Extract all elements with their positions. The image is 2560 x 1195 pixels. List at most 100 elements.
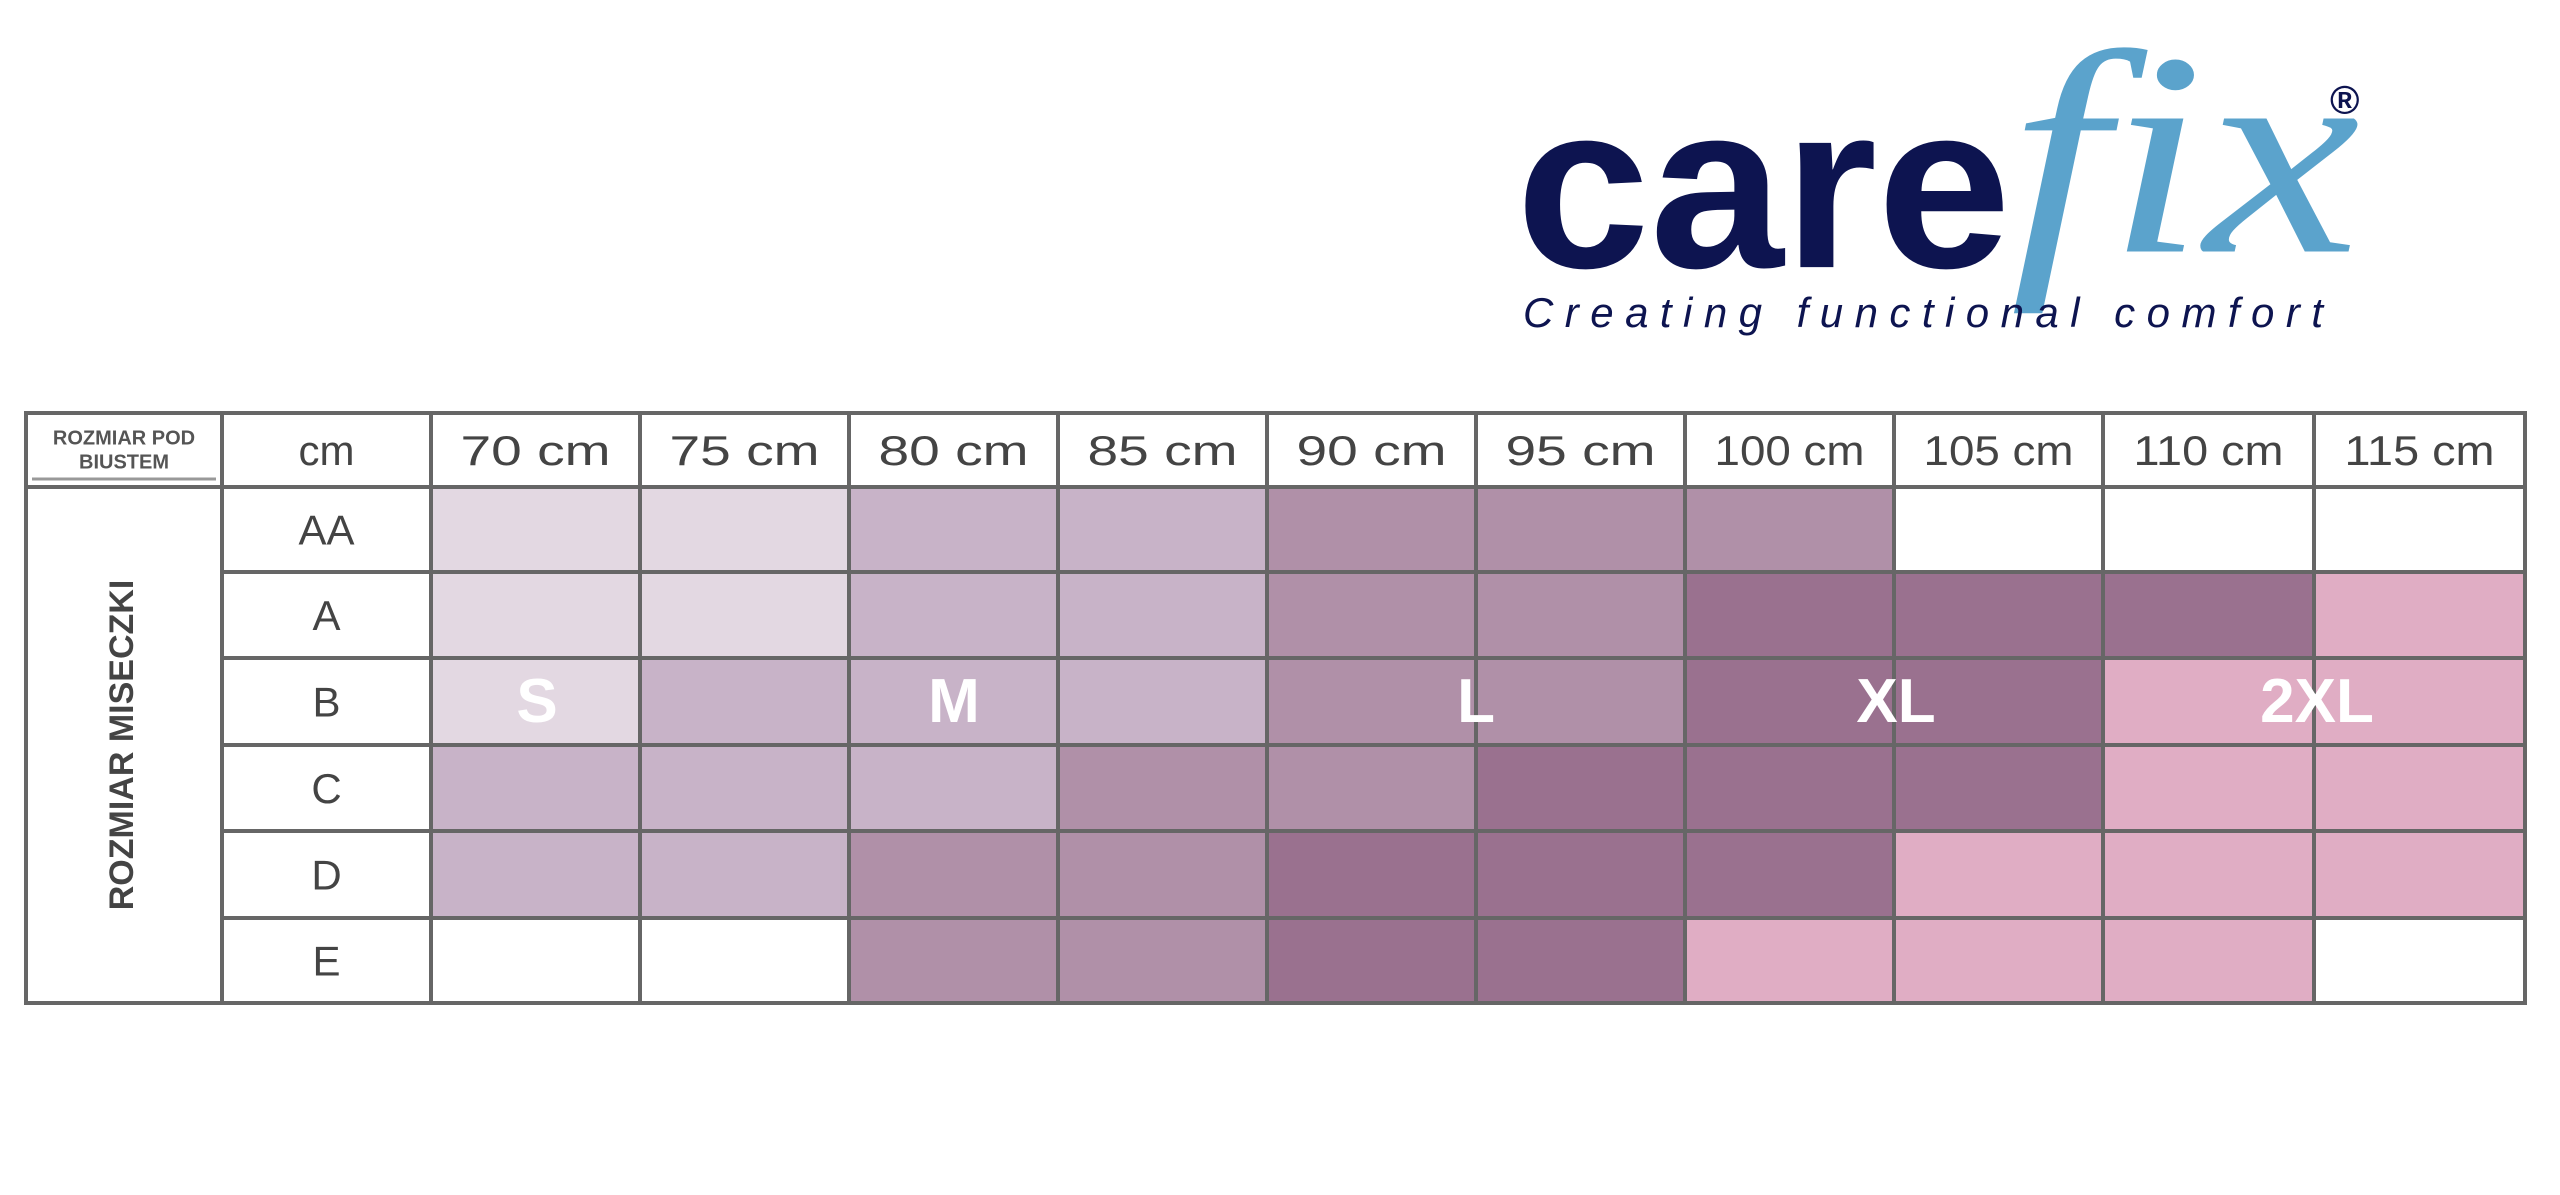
size-cell bbox=[2101, 570, 2316, 660]
size-cell bbox=[1892, 916, 2105, 1005]
size-cell bbox=[1056, 916, 1269, 1005]
size-cell bbox=[2312, 570, 2527, 660]
column-header-cell bbox=[847, 411, 1060, 489]
size-cell bbox=[1474, 829, 1687, 920]
row-header-cell bbox=[220, 916, 433, 1005]
size-cell bbox=[638, 829, 851, 920]
size-cell bbox=[1892, 829, 2105, 920]
size-cell bbox=[429, 485, 642, 574]
size-cell bbox=[847, 743, 1060, 833]
logo-registered: ® bbox=[2330, 79, 2359, 123]
size-cell bbox=[847, 829, 1060, 920]
size-cell bbox=[1265, 829, 1478, 920]
size-label: 2XL bbox=[2260, 667, 2374, 736]
size-cell bbox=[2312, 485, 2527, 574]
size-cell bbox=[429, 743, 642, 833]
logo-fix: fix bbox=[2010, 0, 2360, 315]
size-cell bbox=[1683, 743, 1896, 833]
size-label: L bbox=[1457, 667, 1495, 736]
size-cell bbox=[1892, 485, 2105, 574]
size-cell bbox=[638, 743, 851, 833]
size-cell bbox=[638, 570, 851, 660]
size-cell bbox=[847, 570, 1060, 660]
row-header: D bbox=[311, 852, 341, 899]
column-header-cell bbox=[1474, 411, 1687, 489]
row-header: AA bbox=[298, 507, 354, 554]
size-cell bbox=[1265, 570, 1478, 660]
size-cell bbox=[2101, 485, 2316, 574]
column-header-cell bbox=[638, 411, 851, 489]
size-cell bbox=[638, 656, 851, 747]
column-header: 100 cm bbox=[1715, 427, 1865, 474]
column-header: 95 cm bbox=[1506, 427, 1656, 474]
size-cell bbox=[1265, 916, 1478, 1005]
column-header-cell bbox=[1056, 411, 1269, 489]
size-label: S bbox=[516, 667, 557, 736]
size-cell bbox=[1265, 743, 1478, 833]
row-group-label: ROZMIAR MISECZKI bbox=[103, 580, 141, 911]
corner-label: ROZMIAR POD bbox=[53, 427, 195, 449]
row-header: B bbox=[312, 679, 340, 726]
column-header: 70 cm bbox=[461, 427, 611, 474]
column-header: 85 cm bbox=[1088, 427, 1238, 474]
column-header: 90 cm bbox=[1297, 427, 1447, 474]
logo-tagline: Creating functional comfort bbox=[1523, 289, 2325, 336]
size-cell bbox=[1056, 743, 1269, 833]
column-header-cell bbox=[2101, 411, 2316, 489]
row-group-cell bbox=[24, 485, 224, 1005]
size-cell bbox=[638, 916, 851, 1005]
column-header: 115 cm bbox=[2345, 427, 2495, 474]
size-cell bbox=[1683, 829, 1896, 920]
corner-cell bbox=[24, 411, 224, 489]
size-cell bbox=[1892, 570, 2105, 660]
size-cell bbox=[1683, 485, 1896, 574]
size-cell bbox=[1683, 570, 1896, 660]
column-header: 80 cm bbox=[879, 427, 1029, 474]
size-cell bbox=[847, 485, 1060, 574]
corner-label: BIUSTEM bbox=[79, 451, 169, 473]
logo-care: care bbox=[1516, 54, 2011, 317]
size-cell bbox=[1683, 916, 1896, 1005]
size-cell bbox=[2101, 916, 2316, 1005]
row-header: C bbox=[311, 765, 341, 812]
unit-header: cm bbox=[299, 427, 355, 474]
size-cell bbox=[1474, 916, 1687, 1005]
column-header: 75 cm bbox=[670, 427, 820, 474]
size-cell bbox=[1056, 485, 1269, 574]
size-cell bbox=[1892, 743, 2105, 833]
size-cell bbox=[638, 485, 851, 574]
size-cell bbox=[1474, 656, 1687, 747]
size-label: XL bbox=[1856, 667, 1935, 736]
row-header: A bbox=[312, 592, 340, 639]
size-cell bbox=[429, 570, 642, 660]
column-header-cell bbox=[2312, 411, 2527, 489]
logo: care fix ® Creating functional comfort bbox=[1516, 0, 2360, 336]
size-cell bbox=[429, 916, 642, 1005]
size-cell bbox=[847, 916, 1060, 1005]
size-cell bbox=[1474, 570, 1687, 660]
size-cell bbox=[2312, 656, 2527, 747]
size-cell bbox=[1056, 656, 1269, 747]
size-cell bbox=[2312, 916, 2527, 1005]
size-cell bbox=[2101, 829, 2316, 920]
size-cell bbox=[1056, 570, 1269, 660]
column-header: 105 cm bbox=[1924, 427, 2074, 474]
column-header-cell bbox=[1892, 411, 2105, 489]
size-label: M bbox=[928, 667, 980, 736]
row-header-cell bbox=[220, 485, 433, 574]
size-cell bbox=[2312, 829, 2527, 920]
row-header: E bbox=[312, 938, 340, 985]
size-cell bbox=[847, 656, 1060, 747]
size-cell bbox=[1474, 743, 1687, 833]
size-cell bbox=[2101, 743, 2316, 833]
size-cell bbox=[1474, 485, 1687, 574]
size-cell bbox=[1265, 485, 1478, 574]
size-cell bbox=[2312, 743, 2527, 833]
size-cell bbox=[429, 829, 642, 920]
column-header-cell bbox=[1683, 411, 1896, 489]
size-cell bbox=[1056, 829, 1269, 920]
size-cell bbox=[1265, 656, 1478, 747]
